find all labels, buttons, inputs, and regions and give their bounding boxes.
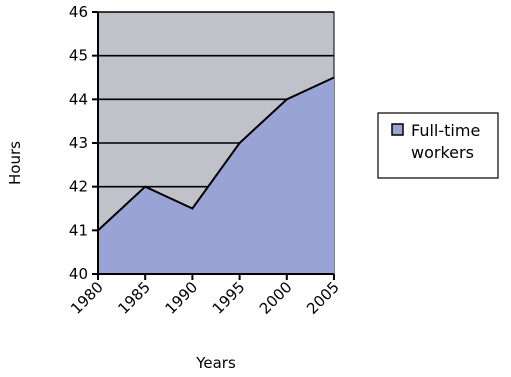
y-tick-label: 45 (69, 47, 88, 65)
x-tick-label: 1980 (67, 278, 107, 318)
y-tick-label: 44 (69, 90, 88, 108)
y-axis: 40 41 42 43 44 45 46 (69, 3, 98, 283)
y-axis-title: Hours (6, 141, 24, 185)
legend-swatch (392, 124, 403, 135)
y-tick-label: 40 (69, 265, 88, 283)
x-axis-title: Years (195, 354, 236, 372)
x-tick-label: 2005 (303, 278, 343, 318)
y-tick-label: 42 (69, 178, 88, 196)
legend: Full-time workers (378, 113, 498, 178)
x-tick-label: 2000 (256, 278, 296, 318)
y-tick-label: 46 (69, 3, 88, 21)
y-tick-label: 41 (69, 221, 88, 239)
x-tick-label: 1995 (209, 278, 249, 318)
x-tick-label: 1985 (114, 278, 154, 318)
x-axis: 1980 1985 1990 1995 2000 2005 (67, 274, 343, 318)
y-tick-label: 43 (69, 134, 88, 152)
x-tick-label: 1990 (161, 278, 201, 318)
